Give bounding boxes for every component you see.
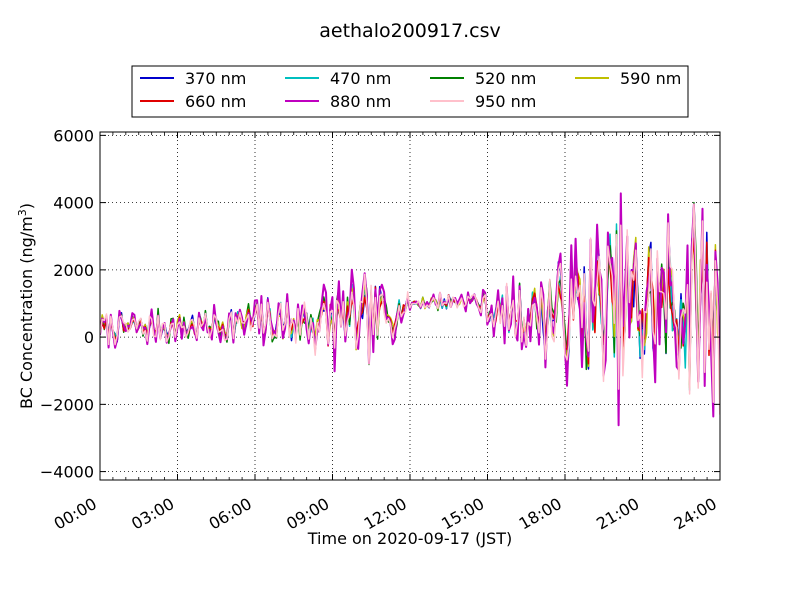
- y-axis-label: BC Concentration (ng/m3): [16, 203, 36, 409]
- legend: 370 nm 470 nm 520 nm 590 nm 660 nm 880 nm 950 …: [131, 65, 689, 118]
- x-tick-label: 24:00: [671, 494, 720, 534]
- legend-label: 520 nm: [475, 69, 536, 88]
- axis-ticks: [99, 132, 721, 480]
- y-tick-label: 2000: [53, 261, 94, 280]
- y-tick-label: −2000: [40, 395, 94, 414]
- x-tick-label: 12:00: [361, 494, 410, 534]
- series-lines: [100, 192, 720, 427]
- y-tick-label: −4000: [40, 463, 94, 482]
- x-tick-label: 21:00: [593, 494, 642, 534]
- x-tick-label: 03:00: [128, 494, 177, 534]
- x-tick-label: 00:00: [51, 494, 100, 534]
- legend-label: 660 nm: [185, 92, 246, 111]
- y-tick-labels: −4000 −2000 0 2000 4000 6000: [40, 126, 94, 481]
- x-tick-label: 18:00: [516, 494, 565, 534]
- y-axis-label-superscript: 3: [16, 209, 29, 216]
- legend-label: 470 nm: [330, 69, 391, 88]
- y-tick-label: 6000: [53, 126, 94, 145]
- y-tick-label: 4000: [53, 194, 94, 213]
- series-line-950-nm: [100, 203, 720, 415]
- x-tick-labels: 00:00 03:00 06:00 09:00 12:00 15:00 18:00 21:00…: [51, 494, 720, 534]
- y-tick-label: 0: [84, 328, 94, 347]
- legend-label: 370 nm: [185, 69, 246, 88]
- x-axis-label: Time on 2020-09-17 (JST): [307, 529, 512, 548]
- chart-title: aethalo200917.csv: [319, 20, 501, 42]
- legend-label: 590 nm: [620, 69, 681, 88]
- legend-label: 880 nm: [330, 92, 391, 111]
- y-axis-label-close: ): [17, 203, 36, 209]
- y-axis-label-main: BC Concentration (ng/m: [17, 216, 36, 409]
- legend-label: 950 nm: [475, 92, 536, 111]
- x-tick-label: 09:00: [283, 494, 332, 534]
- x-tick-label: 06:00: [206, 494, 255, 534]
- x-tick-label: 15:00: [438, 494, 487, 534]
- legend-box: [131, 65, 689, 118]
